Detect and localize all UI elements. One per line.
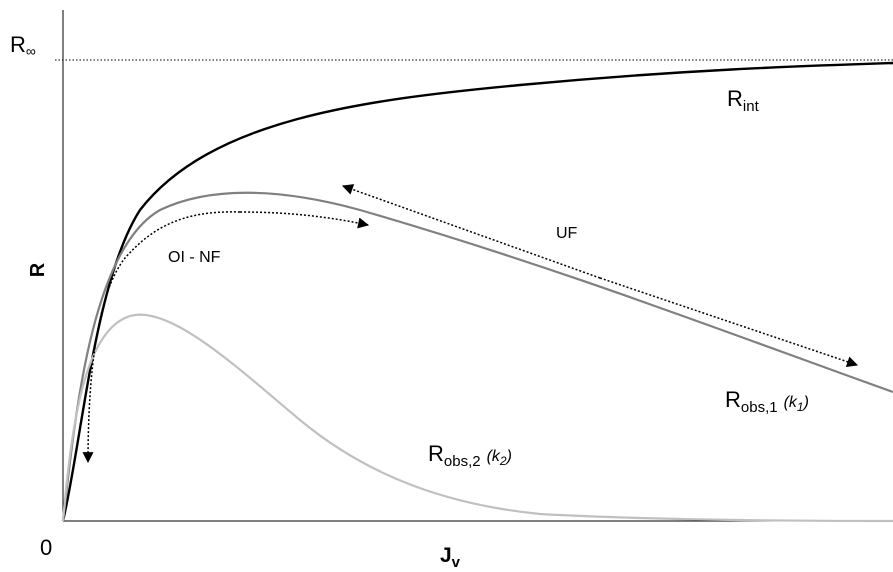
origin-label: 0 — [40, 535, 52, 560]
uf-arrow-right — [599, 277, 859, 368]
r-int-label: Rint — [727, 86, 760, 115]
r-obs1-curve — [61, 191, 893, 522]
x-axis-label: Jv — [440, 544, 461, 571]
r-obs2-label: Robs,2 (k2) — [428, 441, 512, 470]
r-obs2-curve — [61, 313, 893, 523]
oi-nf-label: OI - NF — [168, 249, 221, 266]
oi-nf-arrow-right — [239, 211, 370, 229]
y-axis-label: R — [27, 262, 49, 277]
uf-label: UF — [556, 225, 578, 242]
r-obs1-label: Robs,1 (k1) — [725, 387, 809, 416]
asymptote-label: R∞ — [10, 32, 36, 59]
oi-nf-arrow — [82, 211, 241, 464]
uf-arrow-left — [341, 184, 601, 279]
